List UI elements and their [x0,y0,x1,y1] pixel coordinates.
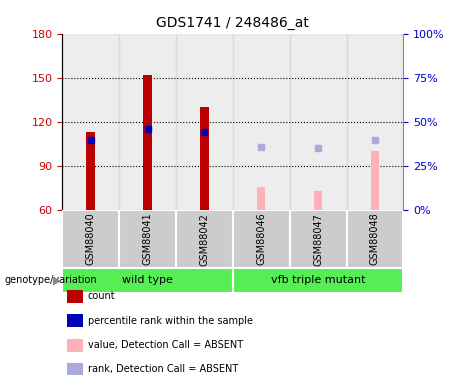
Text: GSM88042: GSM88042 [199,213,209,266]
Text: genotype/variation: genotype/variation [5,275,97,285]
Bar [233,268,403,292]
Bar [119,210,176,268]
Text: rank, Detection Call = ABSENT: rank, Detection Call = ABSENT [88,364,238,374]
Text: GSM88048: GSM88048 [370,213,380,266]
Bar [62,34,119,210]
Text: ▶: ▶ [53,275,61,285]
Bar [176,210,233,268]
Text: percentile rank within the sample: percentile rank within the sample [88,316,253,326]
Bar [200,107,209,210]
Bar [86,132,95,210]
Bar [347,210,403,268]
Text: count: count [88,291,115,301]
Title: GDS1741 / 248486_at: GDS1741 / 248486_at [156,16,309,30]
Text: vfb triple mutant: vfb triple mutant [271,275,365,285]
Bar [62,210,119,268]
Text: value, Detection Call = ABSENT: value, Detection Call = ABSENT [88,340,242,350]
Bar [143,75,152,210]
Text: GSM88040: GSM88040 [86,213,96,266]
Bar [233,34,290,210]
Bar [314,191,322,210]
Text: GSM88041: GSM88041 [142,213,153,266]
Bar [347,34,403,210]
Bar [290,34,347,210]
Text: wild type: wild type [122,275,173,285]
Bar [176,34,233,210]
Bar [233,210,290,268]
Bar [119,34,176,210]
Bar [290,210,347,268]
Bar [62,268,233,292]
Bar [257,186,266,210]
Bar [371,151,379,210]
Text: GSM88046: GSM88046 [256,213,266,266]
Text: GSM88047: GSM88047 [313,213,323,266]
